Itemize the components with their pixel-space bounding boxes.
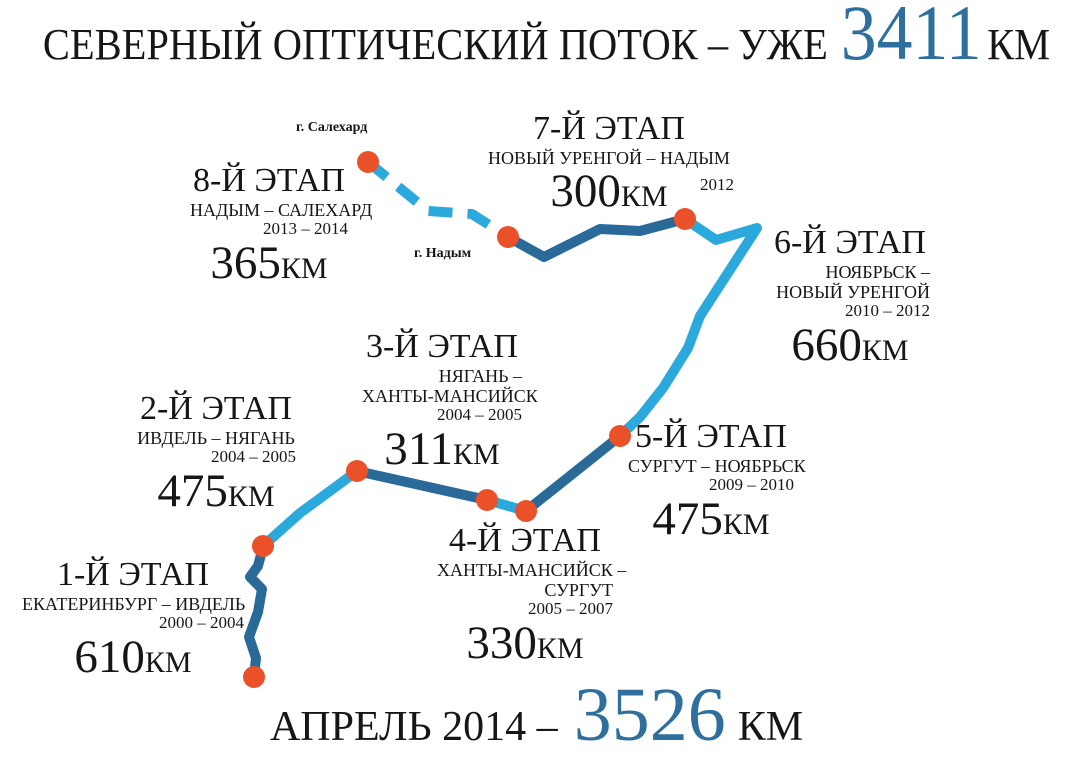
stage-distance: 475КМ (652, 493, 770, 545)
stage-years: 2004 – 2005 (437, 405, 522, 424)
stage-years: 2004 – 2005 (211, 447, 296, 466)
stage-name: 4-Й ЭТАП (448, 522, 601, 559)
title-text: СЕВЕРНЫЙ ОПТИЧЕСКИЙ ПОТОК – УЖЕ (42, 20, 828, 69)
route-stage-6 (615, 214, 762, 441)
title-km-unit: КМ (987, 20, 1051, 69)
footer-text: АПРЕЛЬ 2014 – (269, 704, 558, 750)
city-label-salekhard: г. Салехард (296, 120, 368, 135)
stage-block-4: 4-Й ЭТАП ХАНТЫ-МАНСИЙСК – СУРГУТ 2005 – 2… (437, 522, 627, 681)
stage-name: 5-Й ЭТАП (634, 418, 787, 455)
waypoint-dot-salekhard (357, 151, 379, 173)
stage-years: 2013 – 2014 (263, 219, 348, 238)
footer-km-unit: КМ (737, 704, 804, 750)
route-stage-7 (503, 214, 690, 262)
stage-name: 7-Й ЭТАП (532, 110, 685, 147)
stage-block-6: 6-Й ЭТАП НОЯБРЬСК – НОВЫЙ УРЕНГОЙ 2010 – … (770, 224, 930, 383)
route-stage-8-planned (364, 158, 511, 242)
stage-name: 6-Й ЭТАП (773, 224, 926, 261)
stage-route: НОЯБРЬСК – НОВЫЙ УРЕНГОЙ (776, 262, 930, 302)
stage-distance: 330КМ (466, 617, 584, 669)
route-stage-1 (244, 542, 268, 682)
route-stage-5 (521, 431, 625, 516)
stage-name: 3-Й ЭТАП (365, 328, 518, 365)
stage-route: ИВДЕЛЬ – НЯГАНЬ (137, 428, 295, 448)
stage-distance: 300КМ (550, 165, 668, 217)
waypoint-dot-yekaterinburg (243, 666, 265, 688)
stage-route: НЯГАНЬ – ХАНТЫ-МАНСИЙСК (362, 366, 538, 406)
stage-block-8: 8-Й ЭТАП НАДЫМ – САЛЕХАРД 2013 – 2014 36… (190, 162, 373, 301)
stage-name: 2-Й ЭТАП (139, 390, 292, 427)
stage-years: 2005 – 2007 (528, 599, 613, 618)
stage-years: 2012 (700, 175, 734, 194)
stage-route: НАДЫМ – САЛЕХАРД (190, 200, 373, 220)
waypoint-dot-surgut (515, 500, 537, 522)
waypoint-dot-khanty-mansiysk (476, 489, 498, 511)
waypoint-dot-noyabrsk (609, 425, 631, 447)
stage-route: ЕКАТЕРИНБУРГ – ИВДЕЛЬ (22, 594, 246, 614)
stage-route: НОВЫЙ УРЕНГОЙ – НАДЫМ (488, 148, 730, 168)
page-title: СЕВЕРНЫЙ ОПТИЧЕСКИЙ ПОТОК – УЖЕ 3411 КМ (42, 0, 1050, 78)
waypoint-dot-nadym (497, 226, 519, 248)
footer-total: АПРЕЛЬ 2014 – 3526 КМ (0, 672, 1073, 759)
waypoint-dot-ivdel (252, 535, 274, 557)
city-label-nadym: г. Надым (414, 246, 472, 261)
stage-route: СУРГУТ – НОЯБРЬСК (628, 456, 806, 476)
stage-years: 2010 – 2012 (845, 301, 930, 320)
route-stage-2 (258, 466, 362, 551)
route-stage-3 (352, 466, 492, 505)
stage-distance: 610КМ (74, 631, 192, 683)
stage-name: 8-Й ЭТАП (192, 162, 345, 199)
stage-name: 1-Й ЭТАП (56, 556, 209, 593)
stage-distance: 365КМ (210, 237, 328, 289)
stage-years: 2009 – 2010 (709, 475, 794, 494)
stage-block-7: 7-Й ЭТАП НОВЫЙ УРЕНГОЙ – НАДЫМ 2012 300К… (482, 110, 736, 229)
stage-distance: 660КМ (791, 319, 909, 371)
stage-block-5: 5-Й ЭТАП СУРГУТ – НОЯБРЬСК 2009 – 2010 4… (628, 418, 806, 557)
footer-total-km: 3526 (573, 673, 726, 757)
waypoint-dot-nyagan (346, 460, 368, 482)
stage-block-1: 1-Й ЭТАП ЕКАТЕРИНБУРГ – ИВДЕЛЬ 2000 – 20… (22, 556, 246, 695)
stage-route: ХАНТЫ-МАНСИЙСК – СУРГУТ (437, 560, 627, 600)
title-total-km: 3411 (840, 0, 982, 76)
stage-distance: 311КМ (384, 423, 500, 475)
stage-block-3: 3-Й ЭТАП НЯГАНЬ – ХАНТЫ-МАНСИЙСК 2004 – 2… (362, 328, 538, 487)
stage-block-2: 2-Й ЭТАП ИВДЕЛЬ – НЯГАНЬ 2004 – 2005 475… (136, 390, 296, 529)
stage-years: 2000 – 2004 (159, 613, 244, 632)
stage-distance: 475КМ (157, 465, 275, 517)
waypoint-dot-novy-urengoy (674, 208, 696, 230)
